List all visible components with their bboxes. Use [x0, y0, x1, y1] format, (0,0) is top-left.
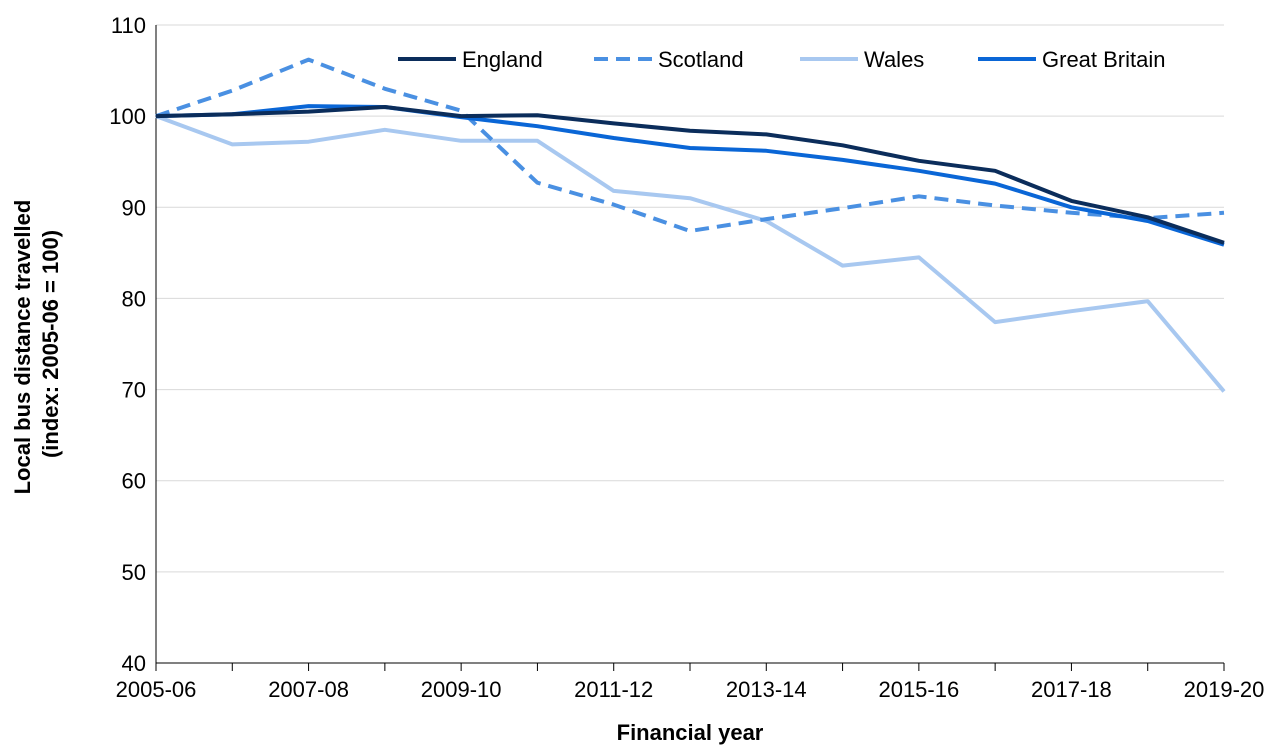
y-tick-label: 80	[122, 286, 146, 311]
y-axis-title-line-2: (index: 2005-06 = 100)	[38, 230, 63, 458]
y-axis-ticks: 40 50 60 70 80 90 100 110	[109, 13, 146, 676]
legend-label: Wales	[864, 47, 924, 72]
x-axis-ticks: 2005-06 2007-08 2009-10 2011-12 2013-14 2015-…	[116, 663, 1265, 702]
y-axis-title: Local bus distance travelled (index: 200…	[10, 194, 63, 495]
legend: England Scotland Wales Great Britain	[398, 47, 1166, 72]
x-tick-label: 2011-12	[574, 677, 653, 702]
x-tick-label: 2005-06	[116, 677, 197, 702]
x-tick-label: 2007-08	[268, 677, 349, 702]
series-line-england	[155, 105, 1225, 245]
x-tick-label: 2009-10	[421, 677, 502, 702]
y-tick-label: 70	[122, 378, 146, 403]
series-lines	[155, 57, 1226, 393]
y-tick-label: 60	[122, 469, 146, 494]
legend-label: England	[462, 47, 543, 72]
legend-label: Great Britain	[1042, 47, 1166, 72]
series-line-scotland	[155, 57, 1225, 233]
legend-label: Scotland	[658, 47, 744, 72]
x-tick-label: 2017-18	[1031, 677, 1112, 702]
gridlines	[156, 24, 1224, 573]
x-axis-title: Financial year	[617, 720, 764, 745]
x-tick-label: 2019-20	[1184, 677, 1265, 702]
axes	[155, 25, 1224, 664]
y-tick-label: 50	[122, 560, 146, 585]
series-line-great-britain	[155, 104, 1225, 247]
series-line-wales	[155, 114, 1226, 393]
x-tick-label: 2015-16	[878, 677, 959, 702]
x-tick-label: 2013-14	[726, 677, 807, 702]
y-axis-title-line-1: Local bus distance travelled	[10, 200, 35, 495]
y-tick-label: 110	[111, 13, 146, 38]
y-tick-label: 40	[122, 651, 146, 676]
y-tick-label: 90	[122, 195, 146, 220]
y-tick-label: 100	[109, 104, 146, 129]
